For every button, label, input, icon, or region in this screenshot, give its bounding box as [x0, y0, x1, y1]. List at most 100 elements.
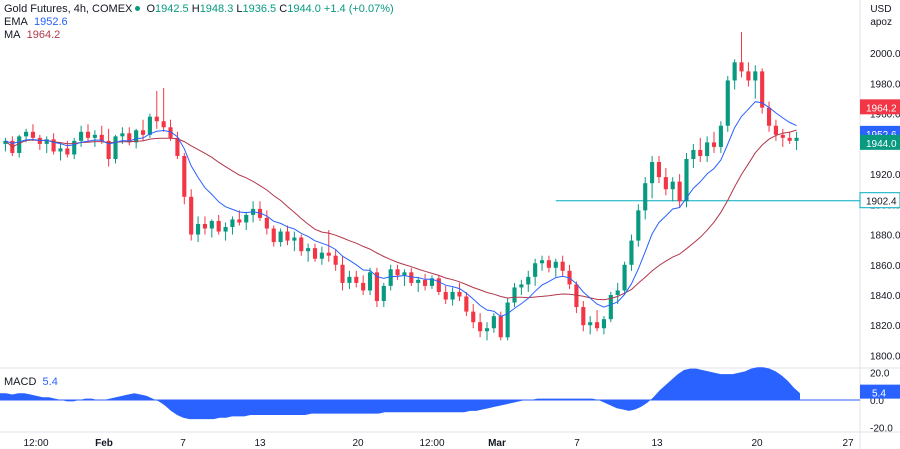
candle-body	[72, 140, 77, 155]
candle-body	[471, 311, 476, 323]
price-tag-label: 1944.0	[866, 139, 897, 150]
y-tick-label: 2000.0	[870, 49, 900, 60]
macd-value-tag-label: 5.4	[872, 389, 886, 400]
candle-body	[677, 181, 682, 202]
candle-body	[237, 219, 242, 223]
open-label: O	[146, 3, 156, 15]
ema-line	[5, 101, 797, 317]
candle-body	[306, 248, 311, 252]
candle-body	[698, 149, 703, 156]
open-value: 1942.5	[155, 3, 189, 15]
high-value: 1948.3	[199, 3, 234, 15]
candle-body	[395, 269, 400, 276]
candle-body	[450, 291, 455, 300]
candle-body	[436, 278, 441, 292]
candle-body	[409, 272, 414, 283]
candle-body	[574, 284, 579, 308]
candle-body	[753, 71, 758, 81]
candle-body	[650, 162, 655, 184]
candle-body	[512, 287, 517, 303]
ma-row[interactable]: MA 1964.2	[4, 29, 394, 42]
candle-body	[656, 162, 662, 178]
candle-body	[120, 133, 125, 137]
candle-body	[271, 228, 276, 243]
candle-body	[58, 148, 63, 152]
x-tick-label: 20	[352, 438, 364, 449]
candle-body	[491, 316, 496, 329]
candle-body	[347, 276, 352, 283]
candle-body	[312, 248, 318, 259]
candle-body	[134, 130, 139, 143]
high-label: H	[191, 3, 200, 15]
price-tag-label: 1902.4	[866, 197, 897, 208]
candle-body	[711, 142, 717, 147]
candle-body	[333, 255, 338, 265]
candle-body	[65, 148, 70, 155]
candle-body	[278, 231, 283, 243]
candle-body	[106, 140, 111, 160]
candle-body	[416, 279, 421, 283]
candle-body	[79, 131, 84, 141]
candle-body	[746, 71, 751, 81]
low-value: 1936.5	[242, 3, 277, 15]
candle-body	[636, 210, 641, 241]
ema-row[interactable]: EMA 1952.6	[4, 16, 394, 29]
candle-body	[718, 125, 723, 147]
candle-body	[3, 140, 8, 144]
candle-body	[684, 159, 689, 202]
x-tick-label: 12:00	[419, 438, 444, 449]
candle-body	[478, 322, 483, 332]
candle-body	[539, 260, 545, 264]
close-label: C	[279, 3, 288, 15]
y-tick-label: 1920.0	[870, 170, 900, 181]
price-tag-label: 1964.2	[866, 103, 897, 114]
candle-body	[794, 137, 799, 141]
y-tick-label: 1800.0	[870, 351, 900, 362]
candle-body	[766, 107, 772, 126]
candle-body	[780, 134, 785, 138]
x-tick-label: 27	[842, 438, 854, 449]
x-tick-label: 13	[651, 438, 663, 449]
candle-body	[581, 307, 586, 326]
candle-body	[319, 252, 324, 259]
low-label: L	[236, 3, 243, 15]
status-dot-icon	[135, 6, 141, 12]
y-tick-label: 1860.0	[870, 261, 900, 272]
candle-body	[161, 121, 166, 128]
candle-body	[691, 149, 696, 160]
candle-body	[388, 269, 393, 286]
x-tick-label: Feb	[95, 438, 113, 449]
candle-body	[195, 223, 201, 235]
x-tick-label: 20	[751, 438, 763, 449]
macd-legend[interactable]: MACD 5.4	[4, 376, 58, 388]
candle-body	[326, 252, 331, 256]
candle-body	[429, 278, 435, 286]
macd-tick-label: 0.0	[870, 396, 884, 407]
candle-body	[601, 319, 607, 329]
candle-body	[423, 279, 428, 286]
candle-body	[725, 80, 730, 126]
x-tick-label: 12:00	[23, 438, 48, 449]
candle-body	[643, 183, 648, 211]
candle-body	[140, 130, 146, 135]
candle-body	[292, 237, 297, 241]
candle-body	[457, 291, 462, 297]
x-tick-label: 13	[254, 438, 266, 449]
candle-body	[594, 322, 600, 329]
x-tick-label: 7	[574, 438, 580, 449]
macd-area	[0, 367, 800, 420]
candle-body	[244, 214, 249, 223]
candle-body	[264, 217, 269, 229]
candle-body	[608, 294, 613, 320]
candle-body	[705, 142, 710, 156]
candle-body	[230, 219, 235, 227]
macd-tick-label: -20.0	[870, 423, 893, 434]
candle-body	[24, 131, 29, 137]
ma-value: 1964.2	[26, 29, 61, 41]
candle-body	[533, 263, 538, 277]
candle-body	[285, 231, 290, 241]
candle-body	[30, 131, 36, 138]
y-tick-label: 1960.0	[870, 110, 900, 121]
candle-body	[526, 276, 531, 285]
